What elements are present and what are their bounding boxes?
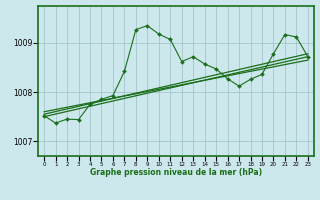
X-axis label: Graphe pression niveau de la mer (hPa): Graphe pression niveau de la mer (hPa): [90, 168, 262, 177]
